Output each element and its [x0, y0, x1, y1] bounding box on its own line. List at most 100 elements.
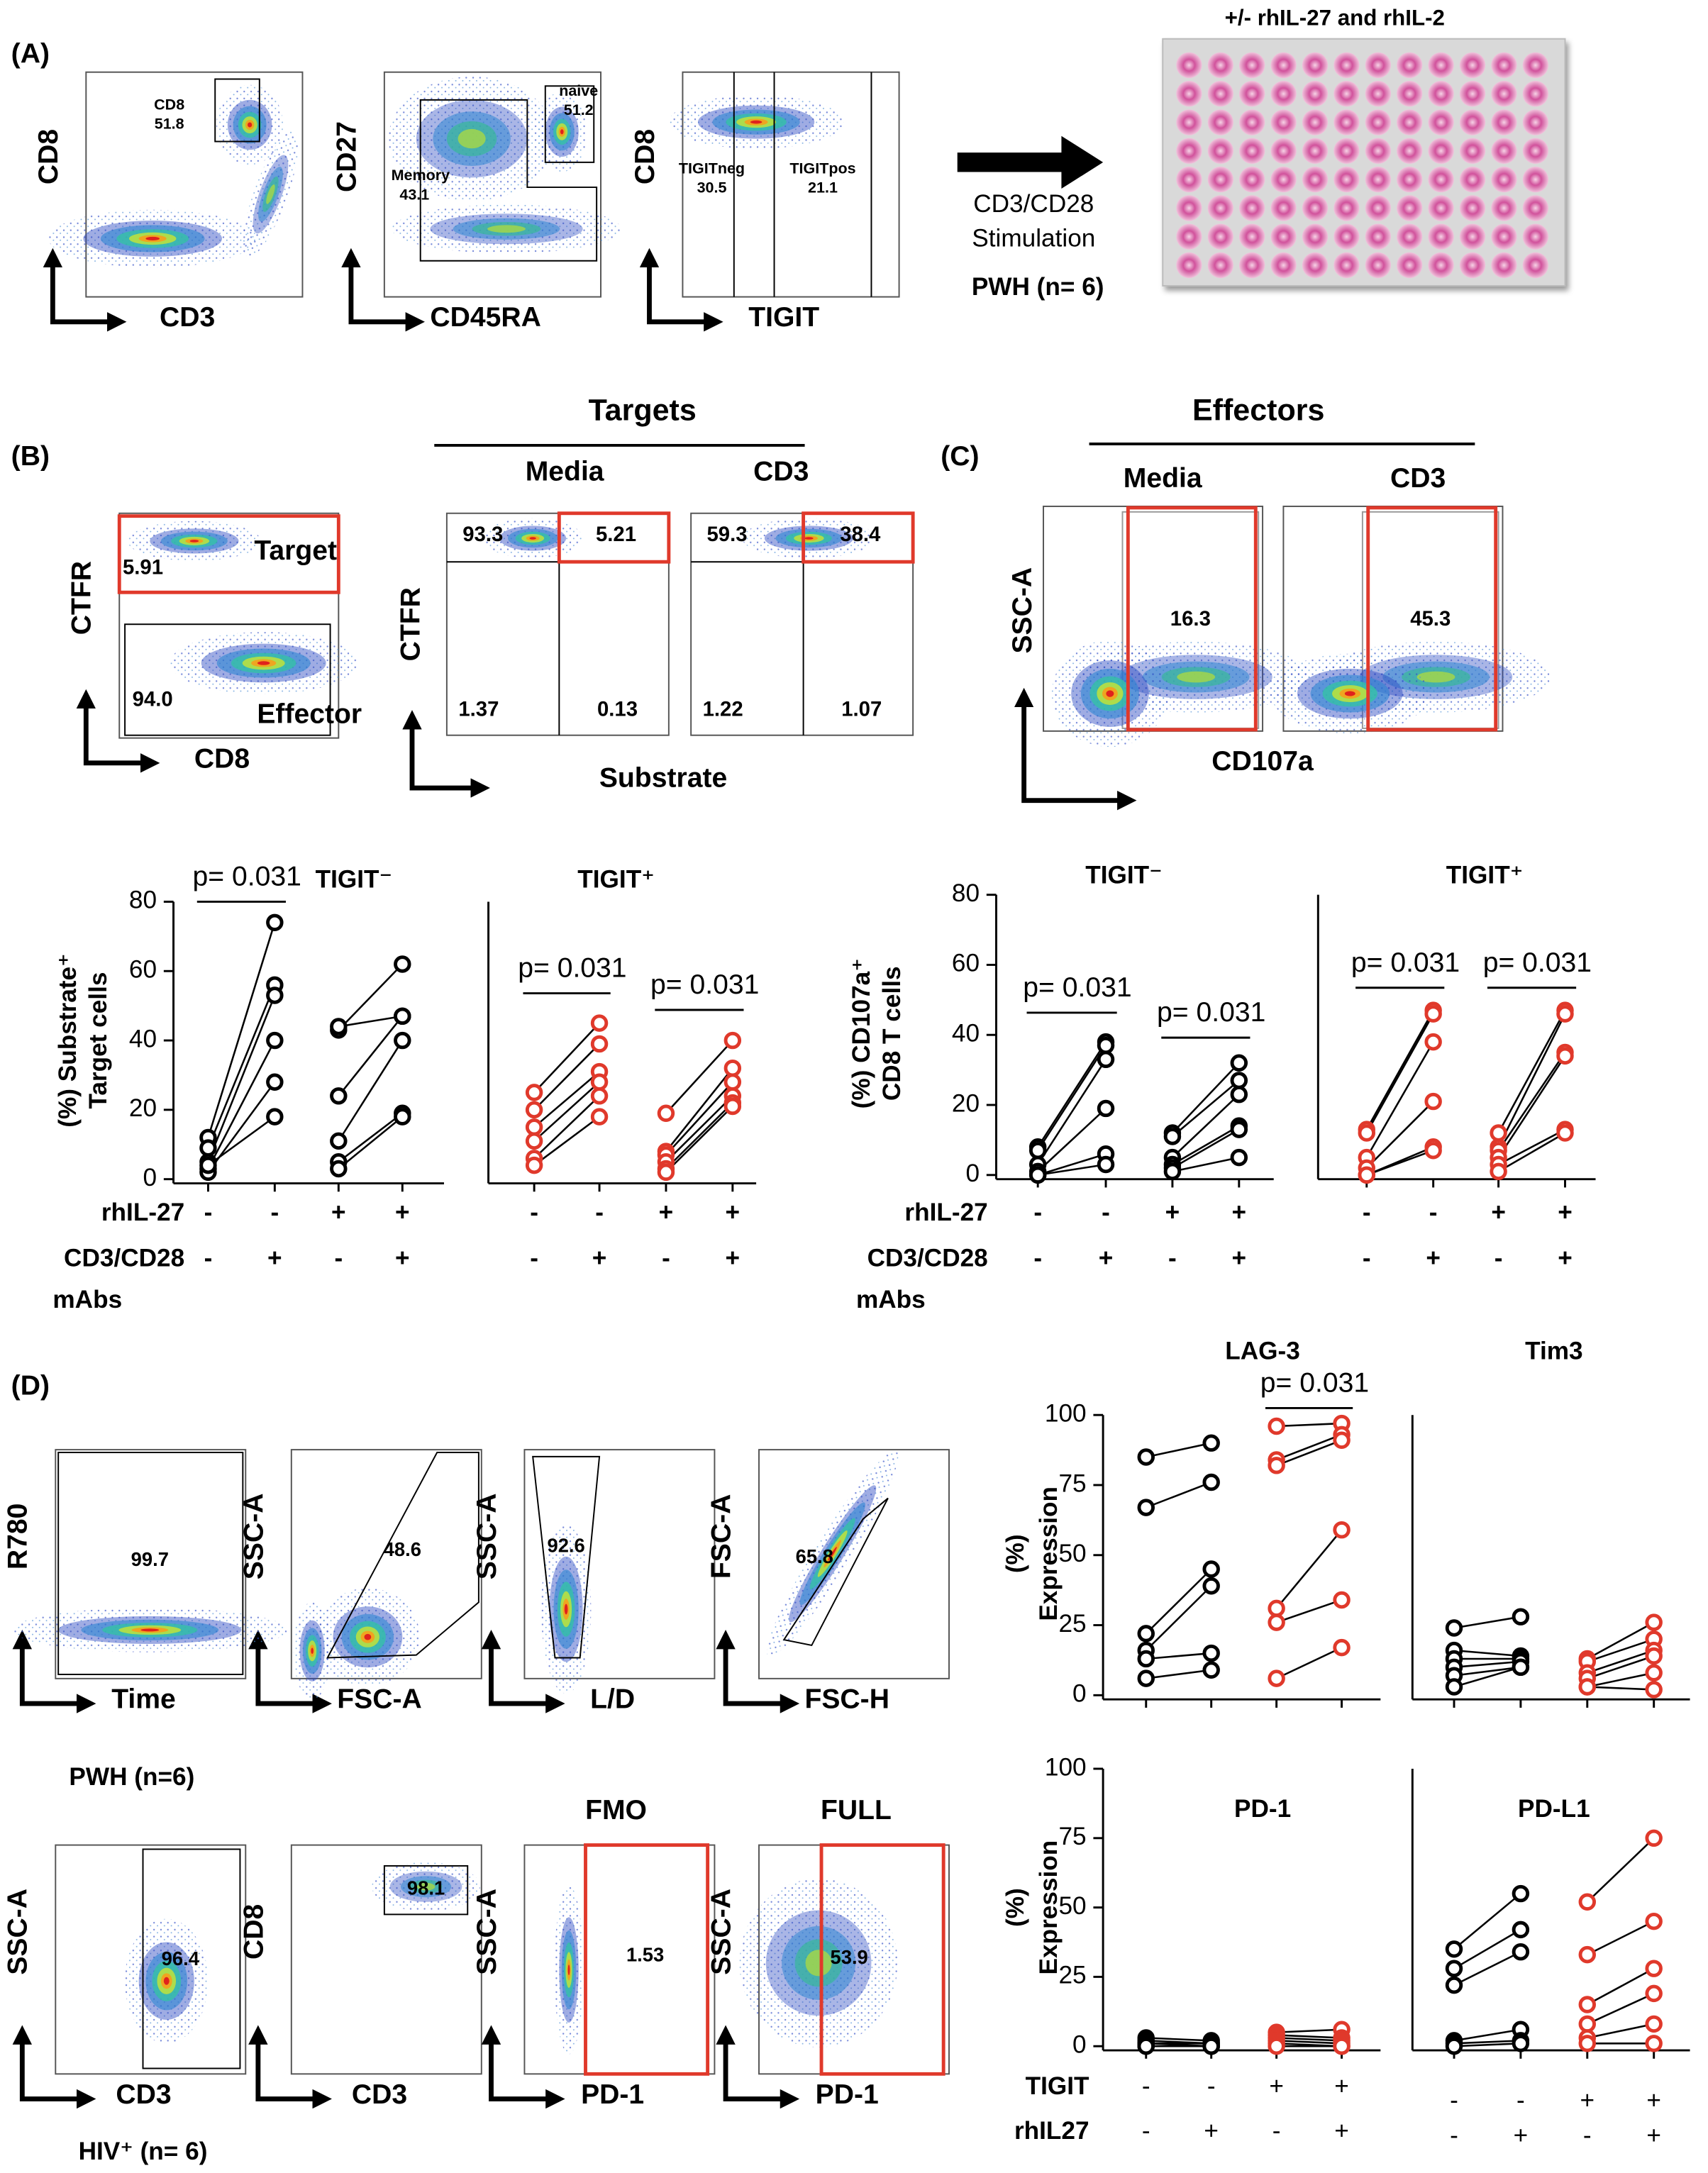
- density-layer: [487, 225, 526, 233]
- pair-line: [1366, 1150, 1434, 1176]
- y-axis-label: CD8: [630, 129, 660, 184]
- well: [1302, 81, 1329, 107]
- axis-arrow: [76, 689, 160, 773]
- plot-frame: [523, 1844, 716, 2075]
- well: [1491, 109, 1517, 135]
- density-layer: [529, 537, 536, 540]
- density: [739, 1878, 898, 2047]
- y-tick-label: 25: [1059, 1610, 1087, 1638]
- y-tick-label: 0: [965, 1160, 980, 1187]
- well: [1491, 138, 1517, 165]
- donor-point: [1445, 1678, 1463, 1696]
- gate: [142, 1848, 241, 2069]
- density-layer: [257, 661, 270, 665]
- donor-point: [1028, 1166, 1047, 1184]
- axis-arrow: [12, 2025, 96, 2109]
- well: [1491, 166, 1517, 193]
- label: TIGITpos: [789, 160, 855, 177]
- condition-sign: -: [530, 1244, 538, 1272]
- donor-point: [525, 1084, 543, 1101]
- well: [1207, 252, 1233, 279]
- well: [1365, 252, 1392, 279]
- pair-line: [533, 1081, 600, 1142]
- donor-point: [525, 1101, 543, 1119]
- well: [1176, 252, 1202, 279]
- donor-point: [1202, 1560, 1220, 1578]
- label: CD8: [154, 96, 184, 113]
- label: 45.3: [1410, 607, 1451, 630]
- pair-line: [1453, 2043, 1521, 2047]
- condition-sign: -: [1429, 1199, 1438, 1226]
- donor-point: [1202, 1434, 1220, 1452]
- pair-line: [1276, 2037, 1342, 2042]
- donor-point: [1645, 1664, 1663, 1682]
- well: [1491, 252, 1517, 279]
- condition-label: mAbs: [856, 1286, 926, 1313]
- y-axis-label: CD8: [238, 1904, 269, 1960]
- donor-point: [525, 1132, 543, 1150]
- density-layer: [804, 537, 814, 540]
- well: [1302, 52, 1329, 79]
- pair-line: [207, 1040, 276, 1169]
- condition-sign: -: [1207, 2072, 1216, 2100]
- axis-arrow: [248, 1629, 332, 1713]
- donor-point: [1202, 1644, 1220, 1662]
- donor-point: [1333, 1521, 1351, 1539]
- donor-point: [590, 1087, 609, 1105]
- condition-sign: -: [1363, 1199, 1371, 1226]
- condition-sign: -: [1033, 1244, 1042, 1272]
- well: [1239, 195, 1265, 221]
- donor-point: [1097, 1155, 1115, 1174]
- well: [1333, 223, 1360, 250]
- condition-sign: -: [1450, 2121, 1458, 2149]
- label: 65.8: [796, 1545, 833, 1567]
- condition-sign: +: [1646, 2086, 1661, 2114]
- donor-point: [1028, 1141, 1047, 1160]
- well: [1239, 166, 1265, 193]
- pair-line: [1037, 1041, 1107, 1147]
- condition-sign: -: [530, 1199, 538, 1226]
- well: [1333, 81, 1360, 107]
- donor-point: [1578, 2015, 1597, 2033]
- condition-sign: +: [1491, 1199, 1506, 1226]
- well: [1333, 252, 1360, 279]
- panel-label: (A): [11, 39, 50, 70]
- density: [127, 521, 261, 562]
- well: [1270, 252, 1297, 279]
- well: [1428, 52, 1454, 79]
- donor-point: [1578, 1893, 1597, 1911]
- density-layer: [828, 1547, 837, 1561]
- label: Media: [526, 456, 604, 487]
- x-axis-label: CD8: [194, 743, 250, 774]
- donor-point: [723, 1059, 742, 1077]
- well: [1428, 223, 1454, 250]
- density: [316, 1588, 420, 1686]
- condition-sign: +: [726, 1244, 741, 1272]
- p-value: p= 0.031: [1351, 947, 1460, 978]
- axis-arrow: [716, 2025, 800, 2109]
- pair-line: [1037, 1163, 1107, 1177]
- pair-line: [533, 1095, 600, 1160]
- well: [1333, 52, 1360, 79]
- donor-point: [1268, 2037, 1285, 2055]
- donor-point: [1230, 1148, 1248, 1167]
- well: [1302, 252, 1329, 279]
- donor-point: [1645, 1647, 1663, 1665]
- chart-title: PD-1: [1234, 1795, 1291, 1823]
- well: [1522, 166, 1549, 193]
- red-gate: [1126, 506, 1258, 732]
- well: [1239, 252, 1265, 279]
- donor-point: [590, 1108, 609, 1126]
- condition-sign: -: [1516, 2086, 1525, 2114]
- y-axis-label: CTFR: [67, 561, 97, 635]
- y-axis-label: FSC-A: [706, 1494, 736, 1579]
- donor-point: [266, 987, 284, 1004]
- donor-point: [1424, 1141, 1442, 1160]
- pair-line: [1172, 1156, 1240, 1173]
- gate: [214, 78, 260, 143]
- p-value: p= 0.031: [1157, 997, 1265, 1028]
- well: [1302, 166, 1329, 193]
- donor-point: [1097, 1099, 1115, 1118]
- donor-point: [1645, 1912, 1663, 1930]
- well: [1333, 195, 1360, 221]
